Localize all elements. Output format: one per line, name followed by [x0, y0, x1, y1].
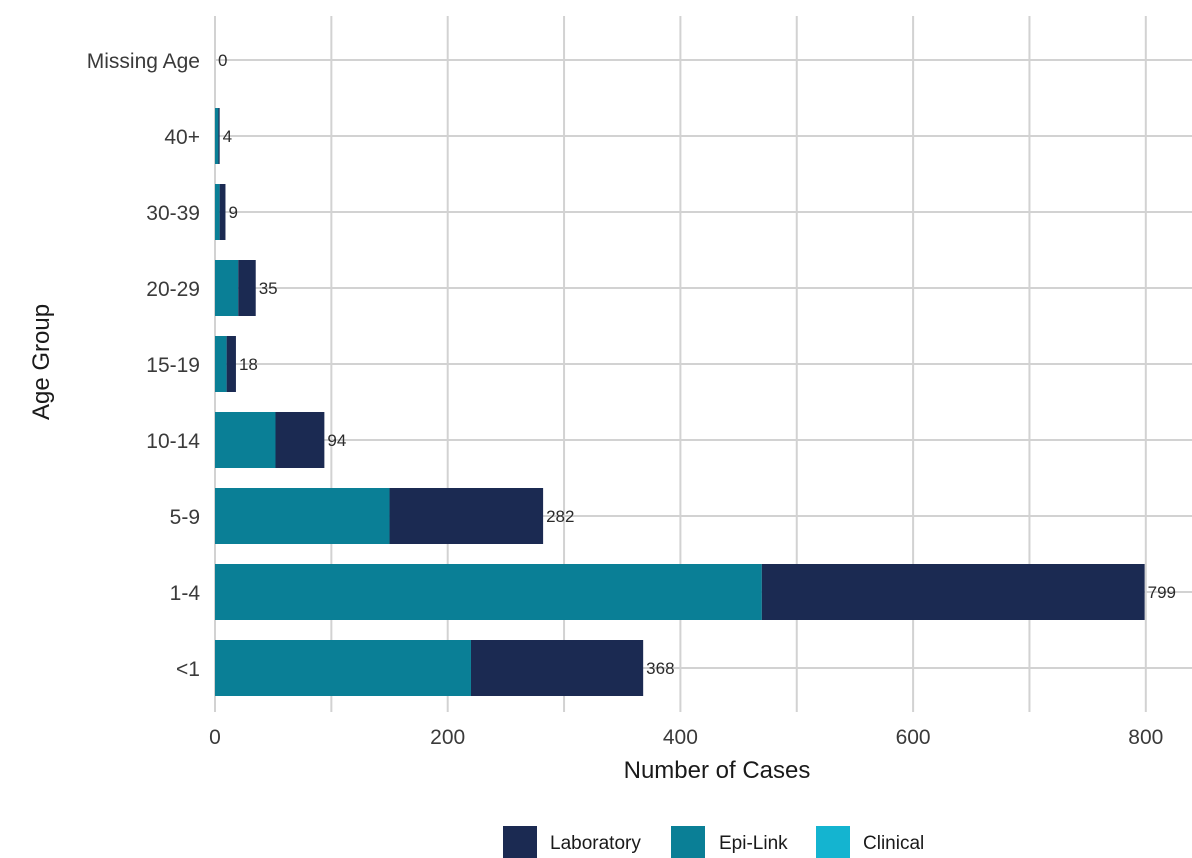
legend-swatch-clinical	[816, 826, 850, 858]
x-tick-label: 800	[1128, 726, 1163, 749]
bar-epi-link-1	[215, 108, 219, 164]
bar-laboratory-1	[218, 108, 220, 164]
total-label: 0	[218, 51, 227, 70]
x-tick-label: 400	[663, 726, 698, 749]
y-axis-title: Age Group	[28, 304, 55, 420]
bar-epi-link-2	[215, 184, 220, 240]
bar-epi-link-4	[215, 336, 227, 392]
bar-laboratory-5	[275, 412, 325, 468]
bar-epi-link-5	[215, 412, 276, 468]
y-tick-label: 10-14	[146, 430, 200, 453]
x-tick-labels: 0 200 400 600 800	[209, 726, 1163, 749]
x-tick-label: 200	[430, 726, 465, 749]
y-tick-label: 40+	[164, 126, 200, 149]
bar-laboratory-2	[219, 184, 226, 240]
y-tick-label: 5-9	[170, 506, 200, 529]
legend: Laboratory Epi-Link Clinical	[503, 826, 924, 858]
total-label: 799	[1148, 583, 1176, 602]
x-axis-title: Number of Cases	[624, 757, 811, 784]
x-tick-label: 600	[896, 726, 931, 749]
bar-laboratory-7	[761, 564, 1145, 620]
y-tick-labels: Missing Age 40+ 30-39 20-29 15-19 10-14 5-9 1-4…	[87, 50, 201, 681]
data-labels: 0 4 9 35 18 94 282 799 368	[218, 51, 1176, 678]
bar-epi-link-8	[215, 640, 471, 696]
x-tick-label: 0	[209, 726, 221, 749]
bar-epi-link-3	[215, 260, 239, 316]
total-label: 282	[546, 507, 574, 526]
y-tick-label: 20-29	[146, 278, 200, 301]
total-label: 4	[223, 127, 232, 146]
legend-label: Epi-Link	[719, 833, 788, 854]
total-label: 18	[239, 355, 258, 374]
legend-label: Laboratory	[550, 833, 641, 854]
legend-swatch-epi-link	[671, 826, 705, 858]
legend-label: Clinical	[863, 833, 924, 854]
y-tick-label: 1-4	[170, 582, 201, 605]
total-label: 368	[646, 659, 674, 678]
bar-epi-link-7	[215, 564, 762, 620]
total-label: 35	[259, 279, 278, 298]
bar-laboratory-4	[226, 336, 236, 392]
legend-swatch-laboratory	[503, 826, 537, 858]
bars-layer	[215, 108, 1145, 696]
y-tick-label: <1	[176, 658, 200, 681]
bar-laboratory-3	[238, 260, 256, 316]
y-tick-label: Missing Age	[87, 50, 200, 73]
bar-laboratory-6	[389, 488, 544, 544]
total-label: 9	[228, 203, 237, 222]
y-tick-label: 15-19	[146, 354, 200, 377]
total-label: 94	[327, 431, 346, 450]
bar-epi-link-6	[215, 488, 390, 544]
bar-laboratory-8	[470, 640, 644, 696]
y-tick-label: 30-39	[146, 202, 200, 225]
